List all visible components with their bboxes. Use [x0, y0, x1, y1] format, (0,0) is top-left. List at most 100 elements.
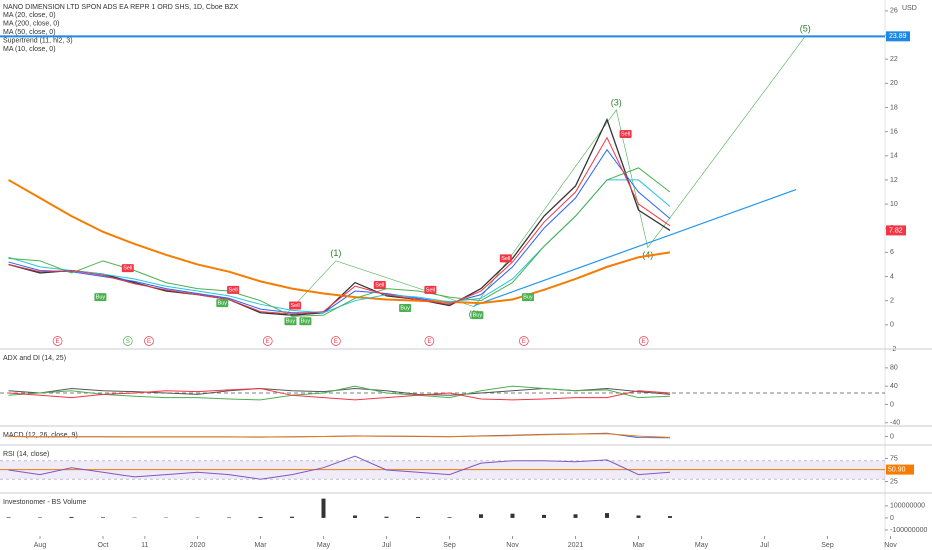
x-tick-label: Nov: [884, 542, 897, 549]
x-tick-label: Jul: [382, 542, 391, 549]
series-line: [8, 385, 671, 401]
y-tick-label: 2: [890, 298, 894, 305]
x-tick-label: Aug: [34, 542, 47, 549]
y-tick-label: 0: [890, 515, 894, 522]
event-marker: [52, 336, 63, 346]
event-label: E: [334, 339, 338, 345]
x-tick-label: Mar: [254, 542, 267, 549]
signal-label: Sell: [291, 303, 300, 309]
signal-badge: [471, 311, 484, 320]
series-line: [8, 117, 671, 316]
y-tick-label: 0: [890, 433, 894, 440]
y-tick-label: 6: [890, 249, 894, 256]
event-label: E: [56, 339, 60, 345]
legend-entry: MA (10, close, 0): [3, 46, 56, 53]
y-tick-label: 0: [890, 322, 894, 329]
y-tick-label: 80: [890, 365, 898, 372]
signal-label: Buy: [286, 319, 296, 325]
y-tick-label: 12: [890, 177, 898, 184]
series-line: [8, 179, 671, 305]
x-tick-label: Sep: [821, 542, 834, 549]
signal-label: Buy: [473, 313, 483, 319]
event-marker: [638, 336, 649, 346]
volume-bar: [258, 516, 263, 518]
signal-label: Buy: [301, 319, 311, 325]
signal-badge: [499, 254, 512, 263]
signal-badge: [227, 285, 240, 294]
y-tick-label: 40: [890, 383, 898, 390]
wave-line: [285, 36, 806, 316]
y-tick-label: 20: [890, 80, 898, 87]
volume-bar: [510, 513, 515, 518]
signal-badge: [299, 317, 312, 326]
x-tick-label: Jul: [760, 542, 769, 549]
signal-label: Buy: [218, 301, 228, 307]
series-line: [8, 387, 671, 401]
level-label: 50.90: [888, 466, 906, 473]
volume-bar: [101, 517, 105, 518]
y-tick-label: 100000000: [890, 503, 925, 510]
x-tick-label: 11: [141, 542, 148, 549]
event-marker: [519, 336, 529, 346]
y-tick-label: 26: [890, 8, 898, 15]
hline-label: 23.89: [889, 33, 907, 40]
x-tick-label: May: [317, 542, 331, 549]
volume-bar: [573, 514, 578, 518]
y-tick-label: 22: [890, 56, 898, 63]
volume-bar: [384, 516, 389, 518]
signal-badge: [216, 299, 229, 308]
series-line: [8, 136, 671, 315]
signal-badge: [94, 293, 107, 302]
signal-label: Sell: [426, 287, 435, 293]
y-tick-label: -100000000: [890, 527, 927, 534]
volume-bar: [668, 516, 672, 518]
last-price-bg: [886, 225, 906, 236]
volume-bar: [636, 515, 641, 518]
signal-label: Sell: [375, 282, 384, 288]
event-marker: [262, 336, 273, 346]
wave-label: (1): [330, 248, 341, 258]
signal-badge: [619, 130, 632, 139]
volume-bar: [447, 517, 452, 518]
wave-label: (3): [611, 97, 622, 107]
event-label: E: [522, 339, 526, 345]
signal-label: Sell: [621, 131, 630, 137]
event-label: E: [266, 339, 270, 345]
series-line: [8, 433, 671, 438]
y-tick-label: 75: [890, 455, 898, 462]
event-marker: [122, 336, 133, 346]
legend-entry: MA (50, close, 0): [3, 29, 56, 36]
event-label: S: [126, 339, 130, 345]
level-label-bg: [886, 464, 914, 475]
y-tick-label: 0: [890, 401, 894, 408]
x-tick-label: May: [695, 542, 709, 549]
y-tick-label: 18: [890, 104, 898, 111]
y-tick-label: 4: [890, 273, 894, 280]
pane-title: ADX and DI (14, 25): [3, 355, 66, 362]
signal-badge: [424, 285, 437, 294]
chart-title: NANO DIMENSION LTD SPON ADS EA REPR 1 OR…: [3, 4, 239, 11]
event-marker: [424, 336, 435, 346]
x-tick-label: Nov: [506, 542, 519, 549]
signal-label: Sell: [229, 287, 238, 293]
currency-label: USD: [902, 5, 917, 12]
signal-label: Buy: [96, 295, 106, 301]
last-price-label: 7.82: [889, 227, 903, 234]
signal-label: Buy: [400, 305, 410, 311]
signal-badge: [289, 301, 302, 310]
x-tick-label: 2020: [190, 542, 206, 549]
signal-badge: [521, 293, 534, 302]
x-tick-label: Mar: [632, 542, 645, 549]
wave-label: (5): [800, 24, 811, 34]
pane-title: MACD (12, 26, close, 9): [3, 432, 78, 439]
volume-bar: [6, 517, 11, 518]
legend-entry: Supertrend (11, hl2, 3): [3, 37, 73, 44]
volume-bar: [479, 514, 483, 518]
y-tick-label: 16: [890, 128, 898, 135]
signal-label: Sell: [501, 256, 510, 262]
signal-badge: [284, 317, 297, 326]
trendline: [474, 189, 797, 307]
volume-bar: [290, 516, 294, 518]
